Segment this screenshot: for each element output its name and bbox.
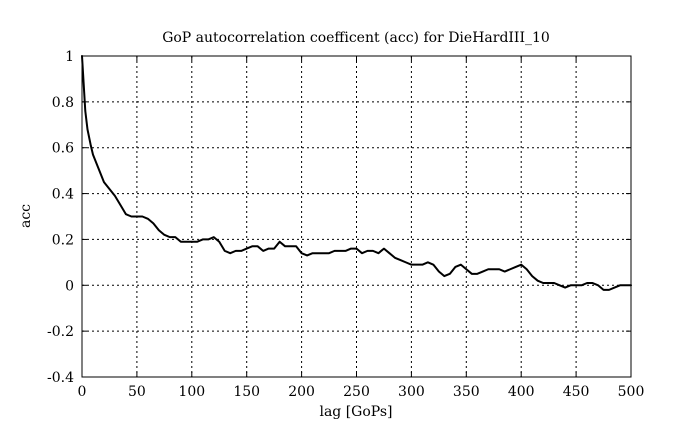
- x-tick-label: 200: [288, 384, 315, 400]
- x-tick-label: 100: [178, 384, 205, 400]
- series-line-0: [81, 55, 632, 291]
- x-tick-labels: 0 50 100 150 200 250 300 350 400 450 500: [78, 384, 645, 400]
- y-tick-label: -0.2: [47, 324, 74, 340]
- y-tick-label: 0.6: [52, 141, 74, 157]
- y-tick-label: 1: [65, 49, 74, 65]
- x-tick-label: 0: [78, 384, 87, 400]
- grid: [82, 56, 631, 377]
- x-tick-label: 150: [233, 384, 260, 400]
- series-group: [81, 55, 632, 291]
- y-tick-label: 0.8: [52, 95, 74, 111]
- x-axis-label: lag [GoPs]: [319, 404, 392, 420]
- y-axis-label: acc: [18, 204, 34, 228]
- y-tick-label: 0.4: [52, 187, 74, 203]
- axis-ticks: [81, 55, 632, 378]
- y-tick-labels: -0.4 -0.2 0 0.2 0.4 0.6 0.8 1: [47, 49, 74, 386]
- x-tick-label: 400: [508, 384, 535, 400]
- x-tick-label: 300: [398, 384, 425, 400]
- x-tick-label: 500: [618, 384, 645, 400]
- y-tick-label: -0.4: [47, 370, 74, 386]
- x-tick-label: 450: [563, 384, 590, 400]
- x-tick-label: 350: [453, 384, 480, 400]
- x-tick-label: 250: [343, 384, 370, 400]
- x-tick-label: 50: [128, 384, 146, 400]
- y-tick-label: 0: [65, 278, 74, 294]
- chart-title: GoP autocorrelation coefficent (acc) for…: [162, 30, 550, 46]
- y-tick-label: 0.2: [52, 232, 74, 248]
